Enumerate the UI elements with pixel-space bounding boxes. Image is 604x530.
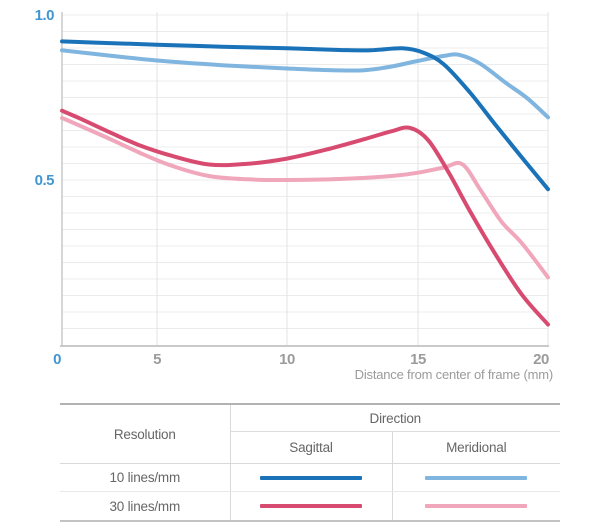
legend-table: Resolution Direction Sagittal Meridional… — [60, 403, 560, 522]
curve-30-meridional — [60, 116, 550, 280]
y-tick-label: 1.0 — [35, 7, 55, 24]
sagittal-header: Sagittal — [230, 431, 393, 464]
line-swatch-30-sagittal — [260, 504, 362, 508]
x-tick-label: 15 — [410, 351, 426, 368]
swatch-cell — [230, 491, 393, 521]
row-label-30-lines: 30 lines/mm — [60, 491, 231, 521]
line-swatch-10-sagittal — [260, 475, 362, 480]
legend-header-row-1: Resolution Direction — [60, 404, 560, 464]
x-tick-label: 10 — [279, 351, 295, 368]
resolution-header: Resolution — [60, 404, 231, 464]
curve-10-sagittal — [60, 39, 550, 192]
swatch-cell — [392, 463, 560, 492]
line-swatch-10-meridional — [425, 475, 528, 480]
swatch-cell — [392, 492, 560, 522]
legend-row-10-lines: 10 lines/mm — [60, 463, 560, 492]
direction-header: Direction — [230, 404, 560, 432]
line-swatch-30-meridional — [425, 504, 528, 508]
meridional-header: Meridional — [392, 431, 560, 464]
origin-tick-label: 0 — [53, 351, 61, 368]
row-label-10-lines: 10 lines/mm — [60, 463, 231, 492]
legend-header-row-2: Sagittal Meridional — [60, 431, 560, 464]
mtf-chart-plot: 1.0 0.5 0 5 10 15 20 — [35, 7, 550, 368]
curve-10-meridional — [60, 48, 550, 120]
swatch-cell — [230, 463, 393, 492]
y-tick-label: 0.5 — [35, 172, 55, 189]
curve-30-sagittal — [60, 108, 550, 327]
x-tick-label: 20 — [533, 351, 549, 368]
x-axis-caption: Distance from center of frame (mm) — [354, 367, 554, 382]
legend-row-30-lines: 30 lines/mm — [60, 491, 560, 522]
x-tick-label: 5 — [153, 351, 161, 368]
